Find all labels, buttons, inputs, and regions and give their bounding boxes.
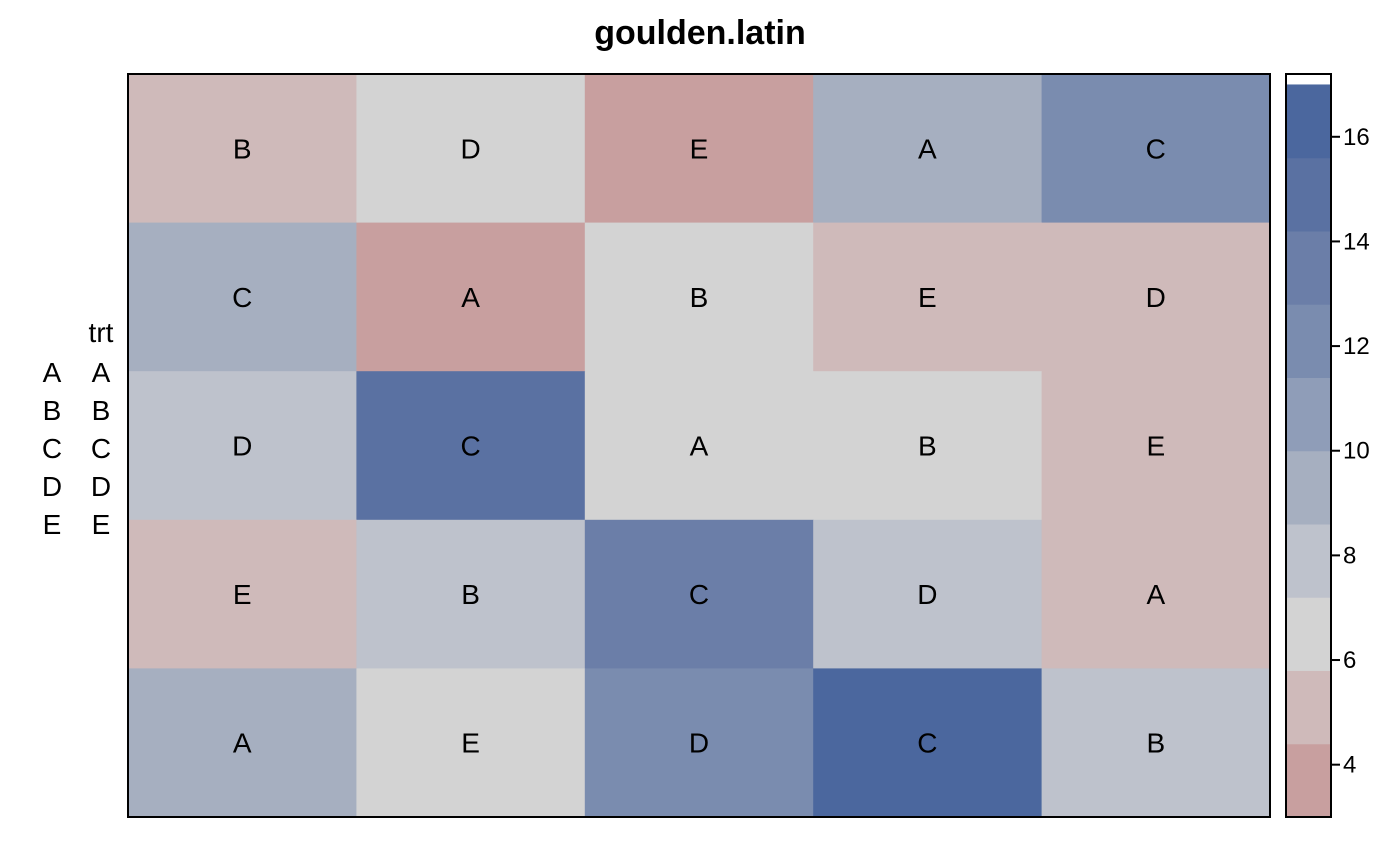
key-level: E bbox=[92, 509, 111, 540]
cell-label: E bbox=[918, 282, 937, 313]
heatmap-cell bbox=[1041, 222, 1271, 372]
heatmap-cell bbox=[128, 668, 357, 818]
color-key-tick-label: 14 bbox=[1343, 228, 1370, 255]
cell-label: D bbox=[1146, 282, 1166, 313]
color-key-tick-label: 16 bbox=[1343, 124, 1370, 151]
cell-label: D bbox=[232, 431, 252, 462]
panel-border bbox=[127, 73, 1271, 818]
heatmap-cell bbox=[128, 371, 357, 521]
cell-label: C bbox=[1146, 133, 1166, 164]
cell-label: B bbox=[1146, 728, 1165, 759]
key-level: A bbox=[92, 357, 111, 388]
color-key-band bbox=[1286, 157, 1331, 232]
color-key-band bbox=[1286, 230, 1331, 305]
color-key-band bbox=[1286, 670, 1331, 745]
cell-label: D bbox=[689, 728, 709, 759]
heatmap-cell bbox=[1041, 519, 1271, 669]
cell-label: B bbox=[690, 282, 709, 313]
heatmap-cell bbox=[356, 519, 586, 669]
color-key-band bbox=[1286, 84, 1331, 159]
key-level: E bbox=[43, 509, 62, 540]
heatmap-cell bbox=[356, 668, 586, 818]
color-key-tick-label: 8 bbox=[1343, 542, 1356, 569]
cell-label: E bbox=[690, 133, 709, 164]
cell-label: B bbox=[461, 579, 480, 610]
cell-label: C bbox=[232, 282, 252, 313]
heatmap-cells bbox=[128, 74, 1271, 818]
color-key-tick-label: 10 bbox=[1343, 438, 1370, 465]
key-level: D bbox=[42, 471, 62, 502]
color-key-tick-label: 12 bbox=[1343, 333, 1370, 360]
heatmap-cell bbox=[356, 222, 586, 372]
cell-label: C bbox=[689, 579, 709, 610]
color-key-ticks: 4 6 8 10 12 14 16 bbox=[1331, 124, 1370, 779]
key-level: A bbox=[43, 357, 62, 388]
heatmap-cell bbox=[356, 371, 586, 521]
color-key-tick-label: 6 bbox=[1343, 647, 1356, 674]
cell-label: A bbox=[461, 282, 480, 313]
cell-label: E bbox=[233, 579, 252, 610]
cell-label: B bbox=[233, 133, 252, 164]
heatmap-cell bbox=[584, 222, 814, 372]
key-level: B bbox=[43, 395, 62, 426]
chart-title: goulden.latin bbox=[594, 14, 806, 52]
heatmap-cell bbox=[813, 519, 1043, 669]
heatmap-cell bbox=[584, 668, 814, 818]
treatment-key: trt A AB BC CD DE E bbox=[42, 317, 114, 540]
color-key-band bbox=[1286, 304, 1331, 378]
color-key-band bbox=[1286, 450, 1331, 525]
color-key-border bbox=[1285, 73, 1332, 818]
heatmap-cell-labels: B D E A C C A B E D D C A B E E B C D A A E D C B bbox=[232, 133, 1166, 758]
heatmap-cell bbox=[1041, 668, 1271, 818]
color-key-band bbox=[1286, 377, 1331, 452]
cell-label: C bbox=[917, 728, 937, 759]
heatmap-cell bbox=[584, 371, 814, 521]
cell-label: C bbox=[460, 431, 480, 462]
heatmap-cell bbox=[1041, 371, 1271, 521]
color-key-band bbox=[1286, 523, 1331, 598]
key-level: D bbox=[91, 471, 111, 502]
heatmap-cell bbox=[1041, 74, 1271, 224]
key-level: C bbox=[42, 433, 62, 464]
heatmap-cell bbox=[813, 668, 1043, 818]
heatmap-cell bbox=[128, 74, 357, 224]
heatmap-cell bbox=[584, 519, 814, 669]
cell-label: A bbox=[1146, 579, 1165, 610]
heatmap-cell bbox=[128, 519, 357, 669]
cell-label: D bbox=[917, 579, 937, 610]
heatmap-cell bbox=[813, 74, 1043, 224]
cell-label: A bbox=[233, 728, 252, 759]
key-level: B bbox=[92, 395, 111, 426]
key-level: C bbox=[91, 433, 111, 464]
key-title: trt bbox=[89, 317, 114, 348]
cell-label: E bbox=[1146, 431, 1165, 462]
heatmap-cell bbox=[813, 222, 1043, 372]
cell-label: A bbox=[690, 431, 709, 462]
heatmap-cell bbox=[356, 74, 586, 224]
heatmap-cell bbox=[128, 222, 357, 372]
cell-label: D bbox=[460, 133, 480, 164]
color-key-band bbox=[1286, 743, 1331, 818]
cell-label: A bbox=[918, 133, 937, 164]
color-key-band bbox=[1286, 597, 1331, 671]
heatmap-cell bbox=[584, 74, 814, 224]
heatmap-cell bbox=[813, 371, 1043, 521]
color-key-tick-label: 4 bbox=[1343, 752, 1356, 779]
cell-label: B bbox=[918, 431, 937, 462]
color-key bbox=[1285, 73, 1332, 818]
cell-label: E bbox=[461, 728, 480, 759]
